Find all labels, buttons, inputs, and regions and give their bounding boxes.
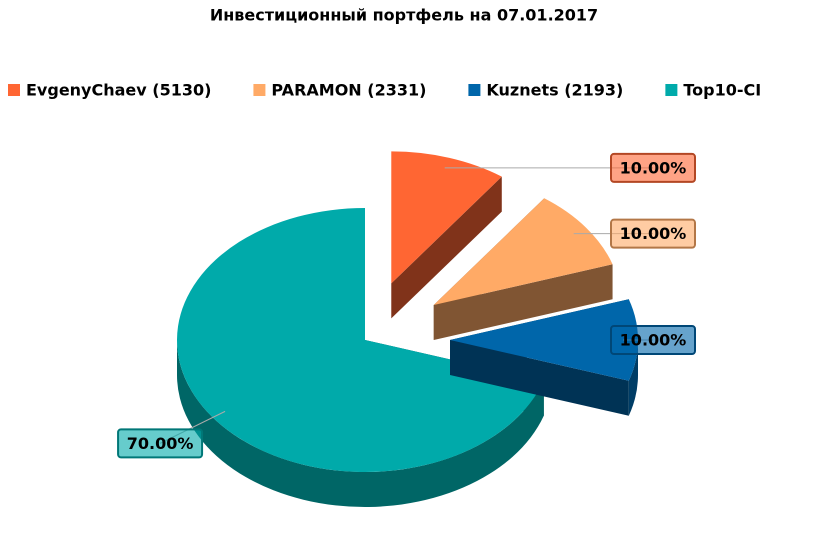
data-label: 10.00%: [620, 224, 687, 243]
data-label: 10.00%: [620, 158, 687, 177]
slice: [450, 299, 639, 381]
data-label: 10.00%: [620, 331, 687, 350]
slice: [433, 198, 613, 306]
legend-label: Top10-CI: [683, 81, 761, 100]
legend-label: PARAMON (2331): [271, 81, 426, 100]
label-box: [117, 428, 204, 459]
label-box: [610, 218, 696, 249]
slice: [177, 208, 544, 472]
legend-label: EvgenyChaev (5130): [26, 81, 211, 100]
slice-wall: [433, 264, 613, 341]
legend-swatch: [253, 84, 266, 96]
slice-side: [628, 340, 638, 416]
legend-swatch: [8, 84, 20, 96]
label-box: [610, 152, 696, 183]
legend-label: Kuznets (2193): [486, 81, 623, 100]
slice-wall: [391, 176, 502, 319]
legend-swatch: [665, 84, 678, 96]
label-box: [610, 325, 696, 355]
legend-swatch: [468, 84, 481, 96]
slice-side: [177, 340, 544, 508]
slice-wall: [450, 340, 629, 416]
data-label: 70.00%: [127, 434, 194, 453]
chart-title: Инвестиционный портфель на 07.01.2017: [210, 6, 598, 25]
slice: [391, 151, 502, 284]
